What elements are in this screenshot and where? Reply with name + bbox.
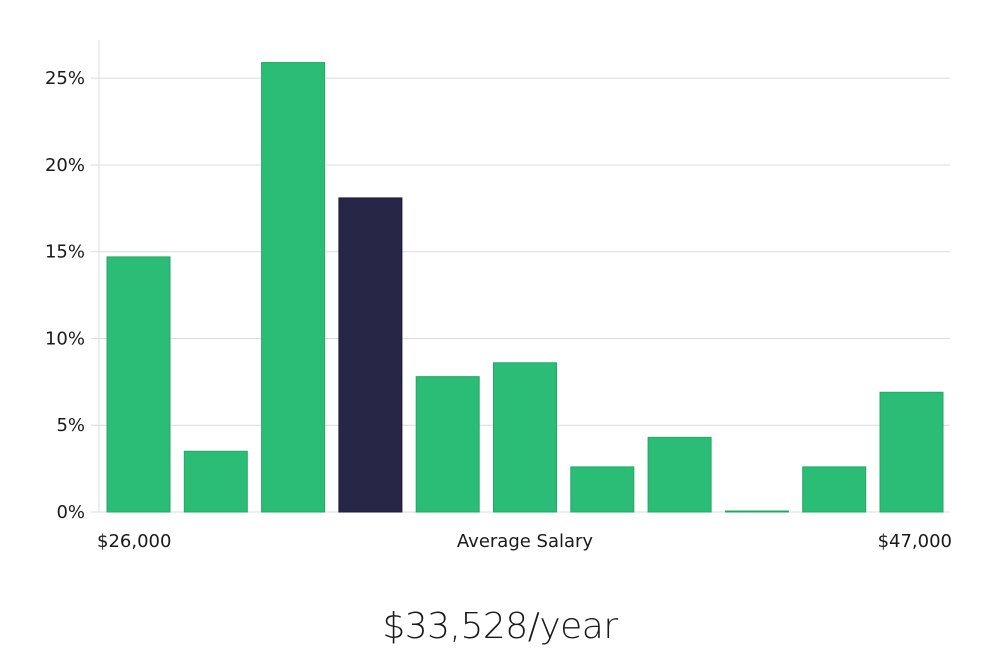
y-tick-label: 25% [45, 68, 85, 89]
bar [415, 376, 480, 513]
bar [106, 256, 171, 513]
y-tick-labels: 0% 5% 10% 15% 20% 25% [45, 68, 85, 523]
bar [493, 362, 557, 513]
bar [879, 391, 944, 513]
y-tick-label: 15% [45, 242, 85, 263]
average-salary-value: $33,528/year [382, 606, 618, 647]
bar [261, 62, 326, 513]
y-tick-label: 0% [56, 502, 85, 523]
bars [106, 62, 944, 513]
bar [647, 436, 712, 513]
x-min-label: $26,000 [97, 531, 171, 552]
y-tick-label: 20% [45, 155, 85, 176]
bar [183, 450, 248, 513]
x-max-label: $47,000 [878, 531, 952, 552]
bar [570, 466, 635, 513]
bar [724, 510, 789, 513]
y-tick-label: 10% [45, 328, 85, 349]
x-axis-title: Average Salary [457, 531, 594, 552]
y-tick-label: 5% [56, 415, 85, 436]
bar-highlighted [338, 197, 403, 513]
salary-histogram: 0%5%10%15%20%25% $26,000 Average Salary … [45, 40, 952, 552]
bar [802, 466, 867, 513]
